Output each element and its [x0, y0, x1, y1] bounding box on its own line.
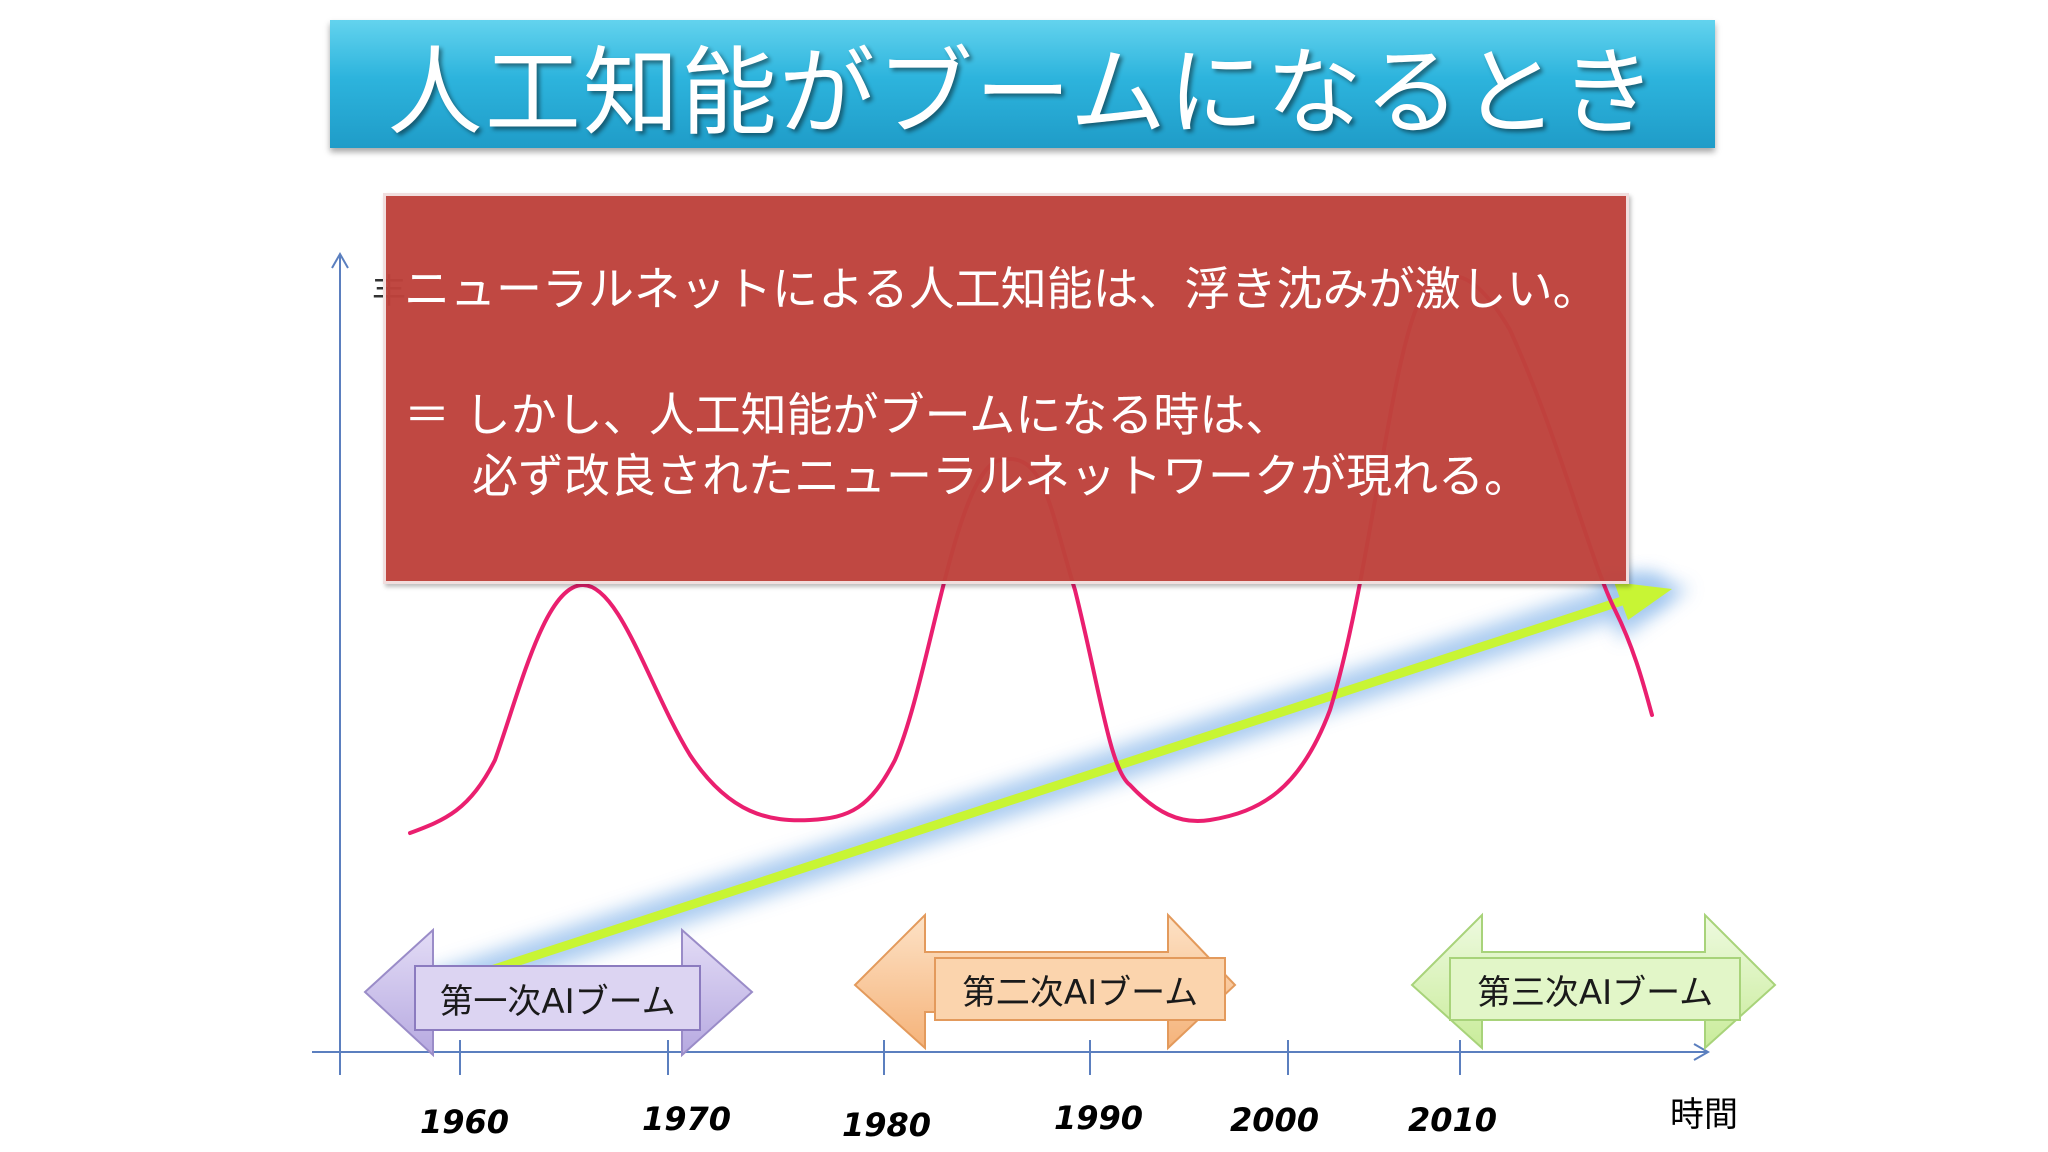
boom-label-2: 第二次AIブーム: [961, 973, 1199, 1013]
trend-arrow: [413, 565, 1690, 1007]
callout-line-3: 必ず改良されたニューラルネットワークが現れる。: [472, 449, 1530, 503]
year-label-2000: 2000: [1230, 1101, 1320, 1139]
x-axis-label: 時間: [1670, 1095, 1738, 1135]
title-bar: 人工知能がブームになるとき: [330, 20, 1715, 149]
trend-arrow-shaft: [425, 594, 1633, 995]
year-label-2010: 2010: [1408, 1101, 1498, 1139]
callout-box: ニューラルネットによる人工知能は、浮き沈みが激しい。 ＝ しかし、人工知能がブー…: [383, 193, 1629, 584]
boom-label-3-box: [1449, 957, 1741, 1021]
boom-arrow-1: [363, 927, 754, 1058]
year-label-1960: 1960: [420, 1103, 510, 1141]
boom-label-1: 第一次AIブーム: [439, 982, 676, 1022]
boom-label-2-box: [934, 957, 1226, 1021]
x-axis-arrowhead: [1693, 1043, 1711, 1061]
year-label-1980: 1980: [842, 1106, 932, 1144]
axes: [312, 251, 1711, 1075]
year-label-1970: 1970: [642, 1100, 732, 1138]
callout-line-1: ニューラルネットによる人工知能は、浮き沈みが激しい。: [404, 262, 1599, 316]
boom-arrow-2: [853, 912, 1237, 1051]
slide-title: 人工知能がブームになるとき: [386, 36, 1659, 149]
y-axis-arrowhead: [331, 251, 349, 269]
boom-arrow-3: [1410, 912, 1777, 1051]
boom-label-1-box: [414, 965, 701, 1031]
boom-label-3: 第三次AIブーム: [1476, 973, 1714, 1013]
trend-arrowhead: [1614, 582, 1672, 620]
year-label-1990: 1990: [1054, 1099, 1144, 1137]
callout-line-2: ＝ しかし、人工知能がブームになる時は、: [404, 388, 1292, 442]
